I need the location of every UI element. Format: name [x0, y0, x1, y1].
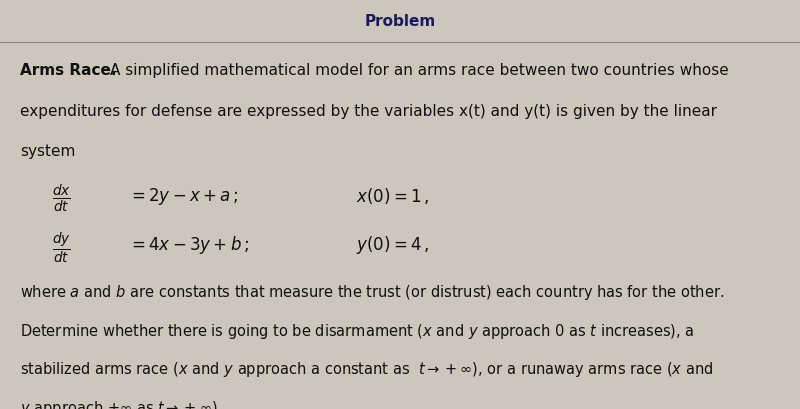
Text: $y$ approach $+\infty$ as $t \to +\infty$).: $y$ approach $+\infty$ as $t \to +\infty… — [20, 398, 222, 409]
Text: Problem: Problem — [364, 14, 436, 29]
Text: system: system — [20, 144, 75, 159]
Text: Arms Race.: Arms Race. — [20, 63, 117, 78]
Text: A simplified mathematical model for an arms race between two countries whose: A simplified mathematical model for an a… — [110, 63, 729, 78]
Text: Determine whether there is going to be disarmament ($x$ and $y$ approach 0 as $t: Determine whether there is going to be d… — [20, 321, 694, 340]
Text: $y(0) = 4\,,$: $y(0) = 4\,,$ — [356, 233, 430, 255]
Text: $\frac{dx}{dt}$: $\frac{dx}{dt}$ — [52, 182, 71, 214]
Text: where $a$ and $b$ are constants that measure the trust (or distrust) each countr: where $a$ and $b$ are constants that mea… — [20, 283, 724, 302]
Text: $x(0) = 1\,,$: $x(0) = 1\,,$ — [356, 186, 430, 206]
Text: stabilized arms race ($x$ and $y$ approach a constant as  $t \to +\infty$), or a: stabilized arms race ($x$ and $y$ approa… — [20, 360, 714, 379]
Text: $= 2y - x + a\,;$: $= 2y - x + a\,;$ — [128, 186, 238, 207]
Text: $= 4x - 3y + b\,;$: $= 4x - 3y + b\,;$ — [128, 233, 249, 255]
Text: $\frac{dy}{dt}$: $\frac{dy}{dt}$ — [52, 229, 71, 265]
Text: expenditures for defense are expressed by the variables x(t) and y(t) is given b: expenditures for defense are expressed b… — [20, 103, 717, 118]
